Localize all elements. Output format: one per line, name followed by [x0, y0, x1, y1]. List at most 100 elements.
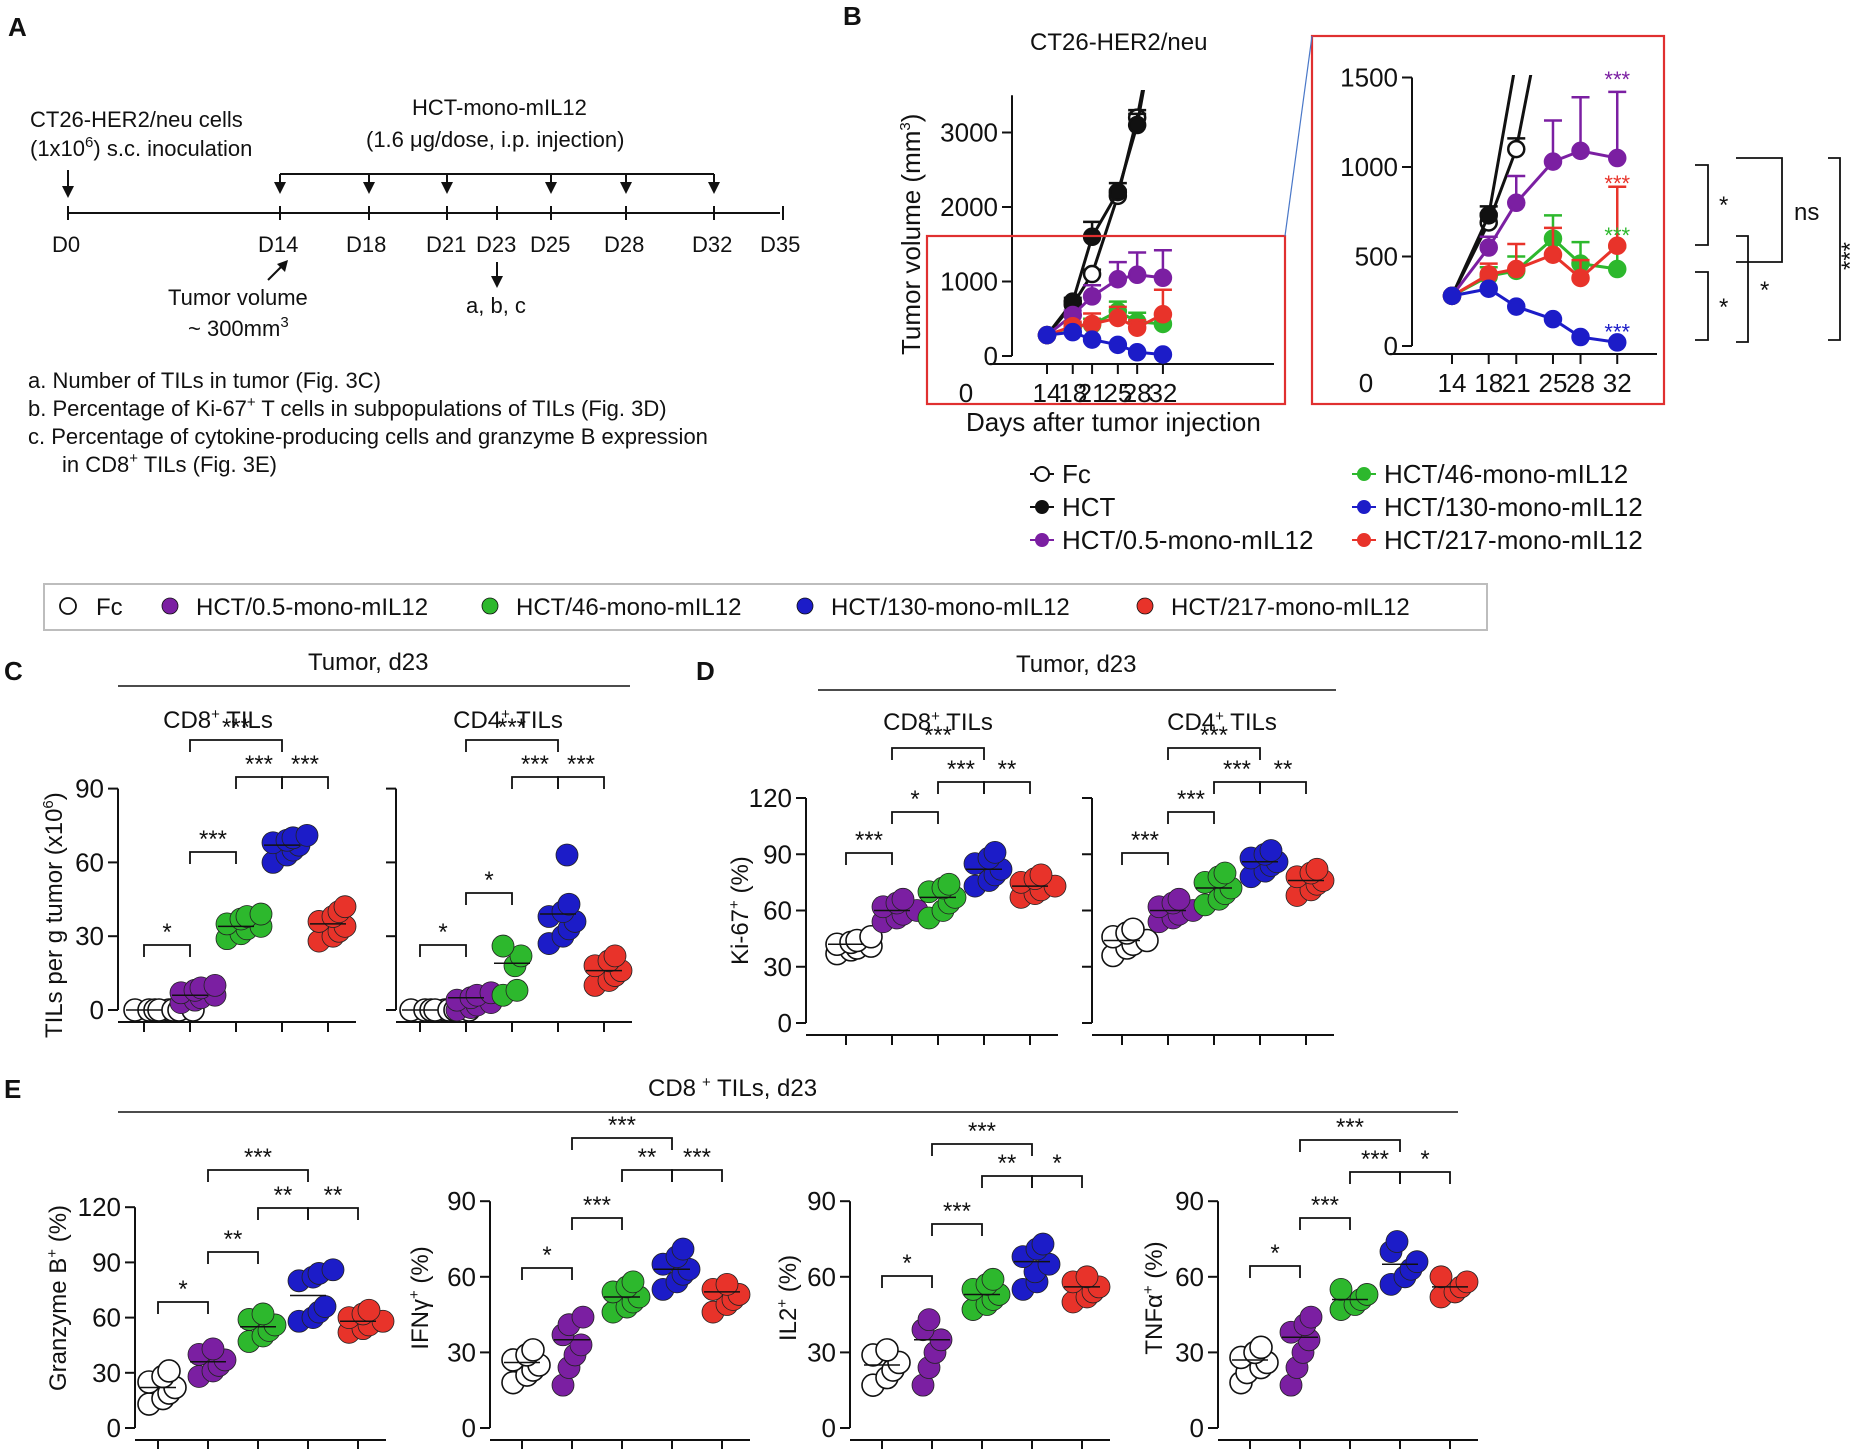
y-tick-label: 60	[75, 847, 104, 877]
y-tick-label: 0	[462, 1413, 476, 1443]
data-point-red	[1108, 308, 1128, 328]
dosing-arrow-head	[545, 182, 557, 194]
y-tick-label: 60	[92, 1303, 121, 1333]
note-a: a. Number of TILs in tumor (Fig. 3C)	[28, 368, 381, 393]
sig-bracket	[281, 776, 329, 789]
sig-label: ***	[1311, 1192, 1339, 1219]
y-axis-label: Granzyme B+ (%)	[44, 1205, 72, 1391]
y-tick-label: 90	[1175, 1186, 1204, 1216]
legend-bar-green: HCT/46-mono-mIL12	[516, 594, 741, 621]
data-point-blue	[1507, 297, 1526, 316]
panel-b-title: CT26-HER2/neu	[1030, 29, 1207, 56]
dot-red	[1075, 1265, 1099, 1289]
data-point-hct	[1479, 206, 1498, 225]
panel-e-header: CD8 + TILs, d23	[648, 1074, 817, 1102]
data-point-purple	[1127, 265, 1147, 285]
y-tick-label: 3000	[940, 118, 998, 148]
data-point-purple	[1607, 148, 1627, 168]
sig-label: **	[324, 1182, 343, 1209]
sig-label: **	[998, 1150, 1017, 1177]
sig-label: *	[1420, 1146, 1429, 1173]
dot-blue	[1031, 1232, 1055, 1256]
sig-label: ***	[1336, 1114, 1364, 1141]
sig-bracket	[1167, 747, 1261, 760]
y-tick-label: 0	[1190, 1413, 1204, 1443]
sig-label: *	[178, 1276, 187, 1303]
sig-bracket	[1399, 1171, 1451, 1184]
dot-red	[1029, 863, 1053, 887]
data-point-fc	[1507, 139, 1526, 159]
data-point-green	[1607, 259, 1627, 279]
chart-c-cd4: ***** ******CD4+ TILs	[386, 706, 633, 1032]
panel-e-label: E	[4, 1074, 21, 1104]
panel-b-legend: Fc HCT HCT/0.5-mono-mIL12 HCT/46-mono-mI…	[1030, 459, 1643, 555]
y-tick-label: 60	[447, 1262, 476, 1292]
sig-bracket	[257, 1207, 309, 1220]
dot-green	[1213, 861, 1237, 885]
sig-label: ***	[291, 751, 319, 778]
y-tick-label: 30	[807, 1337, 836, 1367]
tumor-volume-arrow-head	[277, 260, 288, 272]
y-tick-label: 90	[92, 1247, 121, 1277]
data-point-hct	[1127, 115, 1147, 135]
series-line-blue	[1451, 287, 1618, 344]
zoom-panel-frame	[1310, 34, 1666, 406]
panel-b-significance: * * ns * ***	[1695, 157, 1864, 343]
dot-blue	[557, 892, 581, 916]
timeline-day-label: D21	[426, 232, 466, 257]
sig-label: ***	[1223, 756, 1251, 783]
dot-purple	[1167, 887, 1191, 911]
y-tick-label: 1000	[1340, 152, 1398, 182]
y-tick-label: 120	[78, 1192, 121, 1222]
x-tick-label: 0	[959, 378, 973, 408]
plot-area	[1037, 90, 1173, 364]
legend-bar-marker-purple	[161, 597, 179, 615]
sig-bracket	[419, 944, 467, 957]
sig-bracket	[1121, 852, 1169, 865]
dot-blue	[1405, 1250, 1429, 1274]
data-point-purple	[1082, 287, 1102, 306]
data-point-blue	[1082, 330, 1102, 349]
panel-c-label: C	[4, 656, 23, 686]
sig-label: *	[1052, 1150, 1061, 1177]
data-point-blue	[1607, 333, 1627, 352]
dot-blue	[1385, 1230, 1409, 1253]
dot-green	[981, 1267, 1005, 1291]
y-tick-label: 0	[778, 1008, 792, 1038]
sig-label: ***	[567, 751, 595, 778]
legend-label-blue: HCT/130-mono-mIL12	[1384, 492, 1643, 522]
sig-bracket	[1349, 1171, 1401, 1184]
sig-label: ***	[855, 827, 883, 854]
dot-green	[509, 944, 533, 968]
sig-bracket	[521, 1267, 573, 1280]
sig-annotation-purple: ***	[1604, 67, 1630, 92]
dot-fc	[875, 1338, 899, 1362]
dot-green	[1329, 1278, 1353, 1301]
data-point-purple	[1153, 268, 1173, 288]
sig-label: ***	[521, 751, 549, 778]
dot-fc	[157, 1359, 181, 1383]
sig-bracket	[891, 747, 985, 760]
sig-label: *	[542, 1242, 551, 1269]
data-point-blue	[1571, 327, 1590, 347]
dot-red	[1429, 1265, 1453, 1289]
sig-bracket	[1299, 1139, 1401, 1152]
series-line-purple	[1450, 149, 1618, 297]
sig-label-ns: ns	[1794, 199, 1819, 226]
timeline-day-label: D14	[258, 232, 298, 257]
panel-d-header: Tumor, d23	[1016, 651, 1137, 678]
sig-label: **	[274, 1182, 293, 1209]
timeline-ticks	[67, 206, 784, 220]
panel-b: B CT26-HER2/neu Tumor volume (mm3) 0 1000…	[843, 1, 1864, 555]
sig-bracket	[207, 1169, 309, 1182]
legend-marker-fc	[1034, 466, 1050, 482]
analysis-arrow-head	[491, 276, 503, 288]
dot-green	[1355, 1283, 1379, 1306]
data-point-hct	[1108, 182, 1128, 202]
dot-blue	[321, 1258, 345, 1282]
sig-bracket	[307, 1207, 359, 1220]
